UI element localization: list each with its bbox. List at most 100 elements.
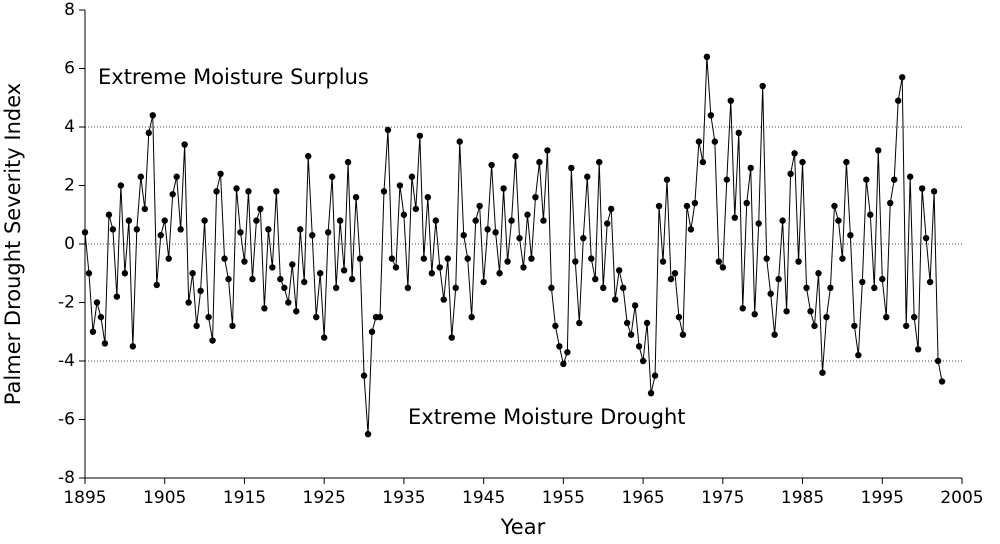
data-point [639,357,647,365]
data-point [197,287,204,294]
data-point [201,217,208,224]
data-point [520,264,527,271]
data-point [627,331,635,338]
data-point [863,176,870,183]
data-point [631,302,639,309]
data-point [484,226,491,233]
data-point [827,284,834,292]
data-point [97,313,105,321]
data-point [396,182,404,189]
data-point [476,202,483,210]
data-point [815,270,822,277]
data-point [699,158,707,166]
data-point [871,284,878,292]
x-tick-label: 2005 [940,488,983,508]
data-point [448,334,455,341]
x-tick-label: 1935 [382,488,425,508]
data-point [731,214,738,221]
data-point [707,112,715,119]
data-point [229,322,236,330]
y-tick-label: -8 [58,468,75,488]
data-point [137,173,145,180]
data-point [125,217,133,224]
data-point [416,132,424,139]
data-point [384,126,392,134]
data-point [795,258,802,265]
data-point [261,305,268,312]
data-point [763,255,770,262]
x-tick-label: 1955 [542,488,585,508]
data-point [683,202,691,210]
data-point [691,199,699,207]
data-point [600,284,607,292]
data-point [117,182,125,189]
data-point [647,389,655,397]
data-point [867,211,874,218]
data-point [811,322,818,330]
data-point [572,258,579,265]
data-point [217,170,224,177]
data-point [452,284,459,292]
data-point [851,322,858,330]
data-point [508,217,515,224]
data-point [930,188,938,195]
data-point [257,205,264,213]
data-point [659,258,667,265]
data-point [336,217,344,224]
data-point [89,328,97,335]
data-point [655,202,663,210]
data-point [297,226,304,233]
data-point [472,217,479,224]
data-point [173,173,180,180]
data-point [560,360,567,368]
data-point [408,173,416,180]
data-point [388,255,396,262]
data-point [360,372,368,379]
data-point [193,322,200,330]
data-point [918,185,926,192]
data-point [412,205,420,213]
data-point [564,349,571,356]
data-point [265,226,272,233]
data-point [855,351,862,359]
data-point [611,296,619,303]
data-point [843,158,850,166]
data-point [675,313,683,321]
data-point [157,232,164,239]
data-point [875,147,882,154]
data-point [807,308,814,315]
data-point [432,217,439,224]
data-point [309,232,316,239]
data-point [623,319,631,327]
data-point [189,270,196,277]
data-point [755,220,762,227]
data-point [249,275,256,283]
data-point [739,305,746,312]
data-point [783,308,790,315]
data-point [281,284,288,292]
data-point [181,141,188,148]
data-point [576,319,583,327]
data-point [376,313,384,321]
data-point [169,191,176,198]
data-point [556,343,563,350]
data-point [703,53,711,60]
data-point [835,217,842,224]
data-point [344,158,352,166]
data-point [233,185,240,192]
data-point [891,176,898,183]
data-point [799,158,806,166]
data-point [914,346,922,353]
data-point [241,258,248,265]
data-point [727,97,734,104]
data-point [902,322,910,330]
data-point [847,232,854,239]
data-point [719,264,727,271]
x-tick-label: 1945 [462,488,505,508]
data-point [185,299,192,306]
data-point [899,74,906,81]
data-point [540,217,547,224]
data-point [803,284,810,292]
x-axis-label: Year [500,515,546,539]
data-point [101,340,109,347]
